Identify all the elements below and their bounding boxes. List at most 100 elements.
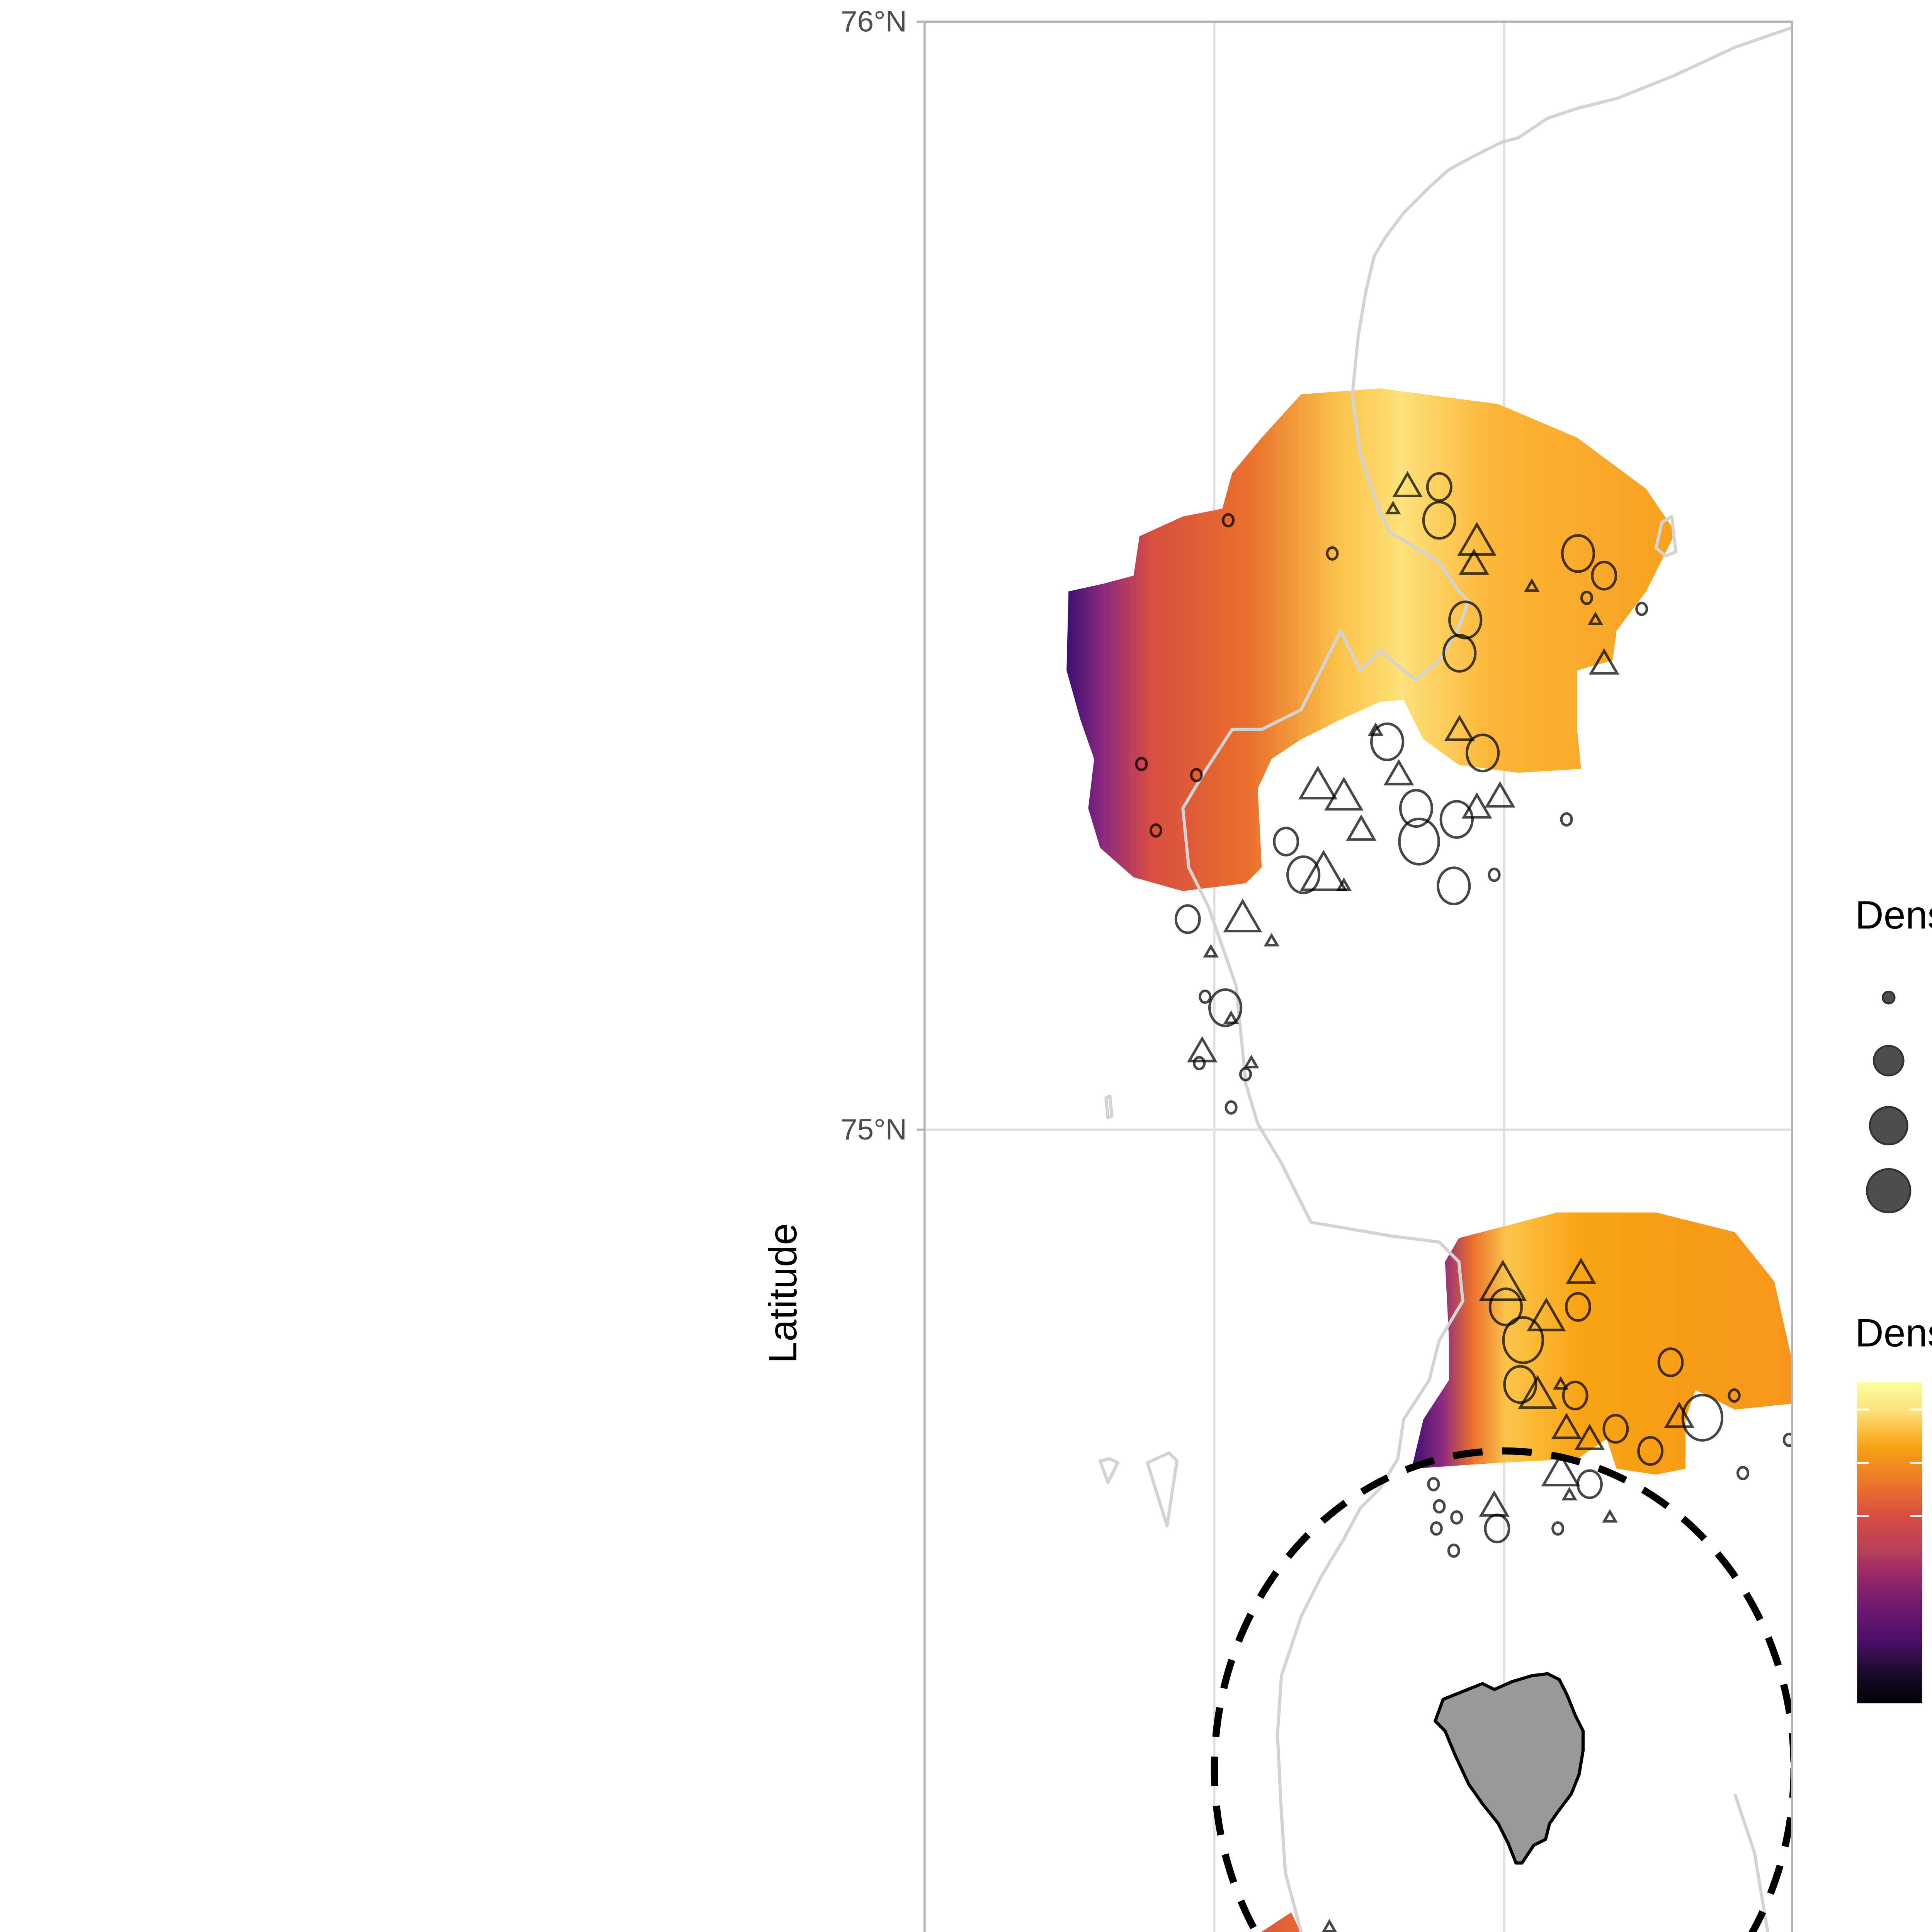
coastline-main <box>1181 26 1792 1932</box>
circle-marker <box>1560 812 1573 827</box>
size-legend: Density (number/m2) 0 1 2 3 <box>1855 890 1932 1214</box>
circle-marker <box>1782 1432 1792 1447</box>
triangle-marker <box>1485 781 1515 808</box>
triangle-marker <box>1588 648 1619 675</box>
size-legend-key-1 <box>1872 1045 1905 1077</box>
coastline-islet-1 <box>1104 1094 1114 1119</box>
triangle-marker <box>1561 1486 1577 1501</box>
size-legend-key-0 <box>1881 990 1896 1005</box>
circle-marker <box>1736 1466 1750 1480</box>
colorbar <box>1857 1382 1922 1704</box>
panel-background <box>924 22 1792 1932</box>
circle-marker <box>1174 904 1201 934</box>
triangle-marker <box>1541 1452 1580 1486</box>
circle-marker <box>1370 722 1405 762</box>
circle-marker <box>1580 590 1594 605</box>
triangle-marker <box>1367 722 1384 736</box>
circle-marker <box>1193 1056 1206 1071</box>
triangle-marker <box>1444 714 1475 741</box>
y-tick-76n: 76°N <box>841 5 907 38</box>
circle-marker <box>1190 768 1203 782</box>
circle-marker <box>1488 867 1501 882</box>
circle-marker <box>1439 800 1474 839</box>
coastline-islet-2 <box>1098 1457 1119 1484</box>
triangle-marker <box>1459 548 1490 575</box>
circle-marker <box>1635 602 1648 616</box>
triangle-marker <box>1574 1423 1605 1450</box>
triangle-marker <box>1299 850 1348 891</box>
circle-marker <box>1503 1365 1537 1404</box>
circle-marker <box>1225 1100 1238 1115</box>
circle-marker <box>1422 501 1456 540</box>
circle-marker <box>1398 817 1440 866</box>
circle-marker <box>1286 855 1321 895</box>
circle-marker <box>1488 1287 1523 1327</box>
triangle-marker <box>1518 1375 1557 1409</box>
buffer-zone-ellipse <box>1211 1447 1792 1932</box>
triangle-marker <box>1551 1413 1582 1439</box>
colorbar-ticks <box>1857 1408 1922 1517</box>
circle-marker <box>1637 1436 1664 1466</box>
circle-marker <box>1149 823 1163 838</box>
color-legend-title: Density (number/m2) <box>1855 1308 1932 1355</box>
circle-marker <box>1450 1510 1463 1525</box>
panel-border <box>923 20 1793 1932</box>
coastline-islet-4 <box>1654 515 1677 558</box>
triangle-marker <box>1243 1054 1259 1068</box>
circle-marker <box>1426 472 1452 502</box>
circle-marker <box>1239 1067 1252 1082</box>
circle-marker <box>1728 1388 1741 1403</box>
density-region-south <box>1261 1912 1301 1932</box>
color-legend: Density (number/m2) 1.00 0.10 0.01 <box>1855 1308 1932 1704</box>
circle-marker <box>1433 1499 1446 1514</box>
triangle-marker <box>1223 898 1262 933</box>
circle-marker <box>1437 866 1471 905</box>
circle-marker <box>1565 1292 1591 1322</box>
circle-marker <box>1199 989 1212 1004</box>
circle-marker <box>1326 546 1339 561</box>
triangle-marker <box>1383 759 1414 786</box>
triangle-marker <box>1664 1401 1695 1428</box>
circle-marker <box>1135 757 1148 771</box>
triangle-marker <box>1187 1036 1218 1063</box>
circle-marker <box>1430 1521 1443 1536</box>
circle-marker <box>1551 1521 1565 1536</box>
triangle-marker <box>1324 777 1364 811</box>
density-region-north <box>1066 388 1676 891</box>
circle-marker <box>1681 1393 1724 1442</box>
size-legend-key-2 <box>1869 1106 1908 1146</box>
size-legend-title: Density (number/m2) <box>1855 890 1932 937</box>
density-region-middle <box>1412 1212 1792 1475</box>
triangle-marker <box>1461 792 1492 819</box>
triangle-marker <box>1602 1509 1618 1523</box>
triangle-marker <box>1527 1297 1566 1332</box>
triangle-marker <box>1553 1376 1569 1390</box>
circle-marker <box>1399 789 1434 828</box>
circle-marker <box>1208 988 1243 1027</box>
y-axis-title: Latitude <box>761 1223 805 1363</box>
coastline-islet-3 <box>1146 1451 1179 1528</box>
circle-marker <box>1273 827 1299 857</box>
plot-panel <box>924 22 1792 1932</box>
circle-marker <box>1447 1543 1460 1558</box>
triangle-marker <box>1385 501 1401 515</box>
triangle-marker <box>1587 611 1604 625</box>
axis-ticks <box>917 20 925 1131</box>
size-legend-key-3 <box>1866 1168 1912 1214</box>
triangle-marker <box>1479 1490 1510 1517</box>
triangle-marker <box>1346 814 1377 841</box>
triangle-marker <box>1566 1257 1596 1284</box>
triangle-marker <box>1223 1010 1239 1024</box>
circle-marker <box>1562 1381 1588 1411</box>
triangle-marker <box>1321 1919 1337 1932</box>
triangle-marker <box>1392 471 1423 497</box>
triangle-marker <box>1264 933 1280 947</box>
circle-marker <box>1448 600 1483 639</box>
map-layers <box>1066 26 1792 1932</box>
circle-marker <box>1561 534 1595 573</box>
triangle-marker <box>1336 877 1352 891</box>
triangle-marker <box>1524 578 1540 592</box>
circle-marker <box>1442 634 1477 673</box>
triangle-marker <box>1479 1260 1527 1301</box>
